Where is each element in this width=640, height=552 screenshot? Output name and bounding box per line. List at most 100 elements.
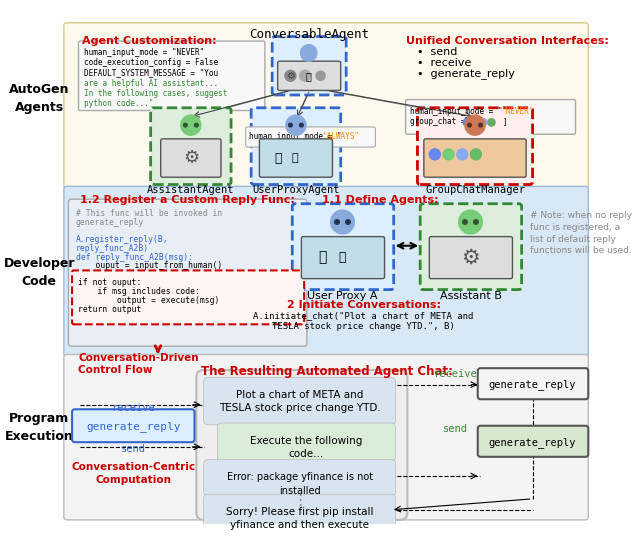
Text: ouput = input_from_human(): ouput = input_from_human() — [76, 261, 222, 270]
Text: Sorry! Please first pip install
yfinance and then execute: Sorry! Please first pip install yfinance… — [226, 507, 373, 530]
Text: 👤: 👤 — [339, 251, 346, 264]
Text: 1.2 Register a Custom Reply Func:: 1.2 Register a Custom Reply Func: — [80, 195, 295, 205]
Circle shape — [488, 119, 495, 126]
Text: python code...": python code..." — [84, 99, 154, 108]
FancyBboxPatch shape — [424, 139, 526, 177]
Text: # This func will be invoked in: # This func will be invoked in — [76, 209, 222, 218]
Text: generate_reply: generate_reply — [86, 421, 180, 432]
Text: UserProxyAgent: UserProxyAgent — [252, 184, 340, 194]
Text: •  generate_reply: • generate_reply — [417, 68, 515, 79]
Circle shape — [300, 70, 310, 81]
Circle shape — [346, 220, 350, 224]
FancyBboxPatch shape — [72, 409, 195, 442]
Text: DEFAULT_SYSTEM_MESSAGE = "You: DEFAULT_SYSTEM_MESSAGE = "You — [84, 68, 218, 77]
Text: 🐍: 🐍 — [318, 251, 326, 264]
Text: generate_reply: generate_reply — [489, 437, 577, 448]
FancyBboxPatch shape — [218, 423, 396, 461]
Circle shape — [463, 220, 467, 224]
Text: GroupChatManager: GroupChatManager — [425, 184, 525, 194]
Text: User Proxy A: User Proxy A — [307, 290, 378, 300]
Circle shape — [463, 119, 470, 126]
Text: AutoGen
Agents: AutoGen Agents — [9, 83, 69, 114]
Circle shape — [301, 45, 317, 61]
Text: generate_reply: generate_reply — [489, 379, 577, 390]
Circle shape — [300, 123, 303, 127]
FancyBboxPatch shape — [246, 127, 376, 147]
Text: human_input_mode = "NEVER": human_input_mode = "NEVER" — [84, 49, 204, 57]
FancyBboxPatch shape — [272, 36, 346, 95]
FancyBboxPatch shape — [64, 23, 588, 188]
Text: ConversableAgent: ConversableAgent — [249, 28, 369, 41]
FancyBboxPatch shape — [72, 270, 304, 325]
Text: 👤: 👤 — [306, 71, 312, 81]
Text: Program
Execution: Program Execution — [5, 412, 74, 443]
Circle shape — [335, 220, 339, 224]
Text: 🐍: 🐍 — [274, 152, 282, 164]
Text: send: send — [442, 424, 467, 434]
Text: are a helpful AI assistant...: are a helpful AI assistant... — [84, 78, 218, 88]
FancyBboxPatch shape — [429, 237, 513, 279]
Circle shape — [181, 115, 201, 135]
Circle shape — [479, 123, 483, 127]
FancyBboxPatch shape — [64, 187, 588, 356]
Text: Plot a chart of META and
TESLA stock price change YTD.: Plot a chart of META and TESLA stock pri… — [219, 390, 380, 413]
FancyBboxPatch shape — [420, 204, 522, 290]
Text: ]: ] — [502, 117, 507, 126]
Text: Error: package yfinance is not
installed: Error: package yfinance is not installed — [227, 473, 372, 496]
Text: group_chat = [: group_chat = [ — [410, 117, 475, 126]
Text: "ALWAYS": "ALWAYS" — [323, 132, 360, 141]
Circle shape — [195, 123, 198, 127]
Text: Assistant B: Assistant B — [440, 290, 501, 300]
Text: send: send — [121, 444, 146, 454]
Text: 2 Initiate Conversations:: 2 Initiate Conversations: — [287, 300, 440, 310]
Text: In the following cases, suggest: In the following cases, suggest — [84, 88, 227, 98]
FancyBboxPatch shape — [477, 426, 588, 457]
Circle shape — [331, 210, 355, 234]
Text: Conversation-Driven
Control Flow: Conversation-Driven Control Flow — [79, 353, 199, 375]
Text: A.initiate_chat("Plot a chart of META and: A.initiate_chat("Plot a chart of META an… — [253, 311, 474, 321]
Text: 1.1 Define Agents:: 1.1 Define Agents: — [323, 195, 439, 205]
FancyBboxPatch shape — [79, 41, 265, 110]
Text: generate_reply: generate_reply — [76, 218, 144, 227]
FancyBboxPatch shape — [68, 199, 307, 346]
Text: if msg includes code:: if msg includes code: — [77, 287, 200, 296]
Circle shape — [286, 115, 306, 135]
Circle shape — [465, 115, 485, 135]
Text: human_input_mode = ": human_input_mode = " — [250, 132, 342, 141]
Text: def reply_func_A2B(msg):: def reply_func_A2B(msg): — [76, 253, 193, 262]
Circle shape — [474, 220, 478, 224]
Circle shape — [468, 123, 471, 127]
FancyBboxPatch shape — [278, 61, 340, 91]
Circle shape — [184, 123, 187, 127]
FancyBboxPatch shape — [150, 108, 231, 184]
FancyBboxPatch shape — [417, 108, 532, 184]
FancyBboxPatch shape — [259, 139, 332, 177]
Text: Conversation-Centric
Computation: Conversation-Centric Computation — [71, 462, 195, 485]
Text: "NEVER": "NEVER" — [502, 107, 534, 116]
Text: A.register_reply(B,: A.register_reply(B, — [76, 235, 168, 244]
Text: output = execute(msg): output = execute(msg) — [77, 296, 219, 305]
Text: return output: return output — [77, 305, 141, 314]
FancyBboxPatch shape — [196, 370, 408, 520]
Text: AssistantAgent: AssistantAgent — [147, 184, 235, 194]
FancyBboxPatch shape — [64, 354, 588, 520]
Circle shape — [443, 149, 454, 160]
Circle shape — [285, 70, 296, 81]
Text: 👤: 👤 — [292, 153, 298, 163]
FancyBboxPatch shape — [204, 494, 396, 533]
Text: Unified Conversation Interfaces:: Unified Conversation Interfaces: — [406, 35, 609, 46]
FancyBboxPatch shape — [301, 237, 385, 279]
Text: if not ouput:: if not ouput: — [77, 278, 141, 286]
FancyBboxPatch shape — [204, 378, 396, 425]
FancyBboxPatch shape — [406, 99, 575, 134]
Text: •  receive: • receive — [417, 57, 471, 67]
Circle shape — [470, 149, 481, 160]
Text: Agent Customization:: Agent Customization: — [82, 35, 217, 46]
Circle shape — [459, 210, 483, 234]
Text: ⚙: ⚙ — [461, 248, 480, 268]
Text: ⋮: ⋮ — [292, 493, 307, 508]
Circle shape — [316, 71, 325, 81]
Circle shape — [457, 149, 468, 160]
FancyBboxPatch shape — [477, 368, 588, 399]
Text: TESLA stock price change YTD.", B): TESLA stock price change YTD.", B) — [272, 322, 455, 332]
